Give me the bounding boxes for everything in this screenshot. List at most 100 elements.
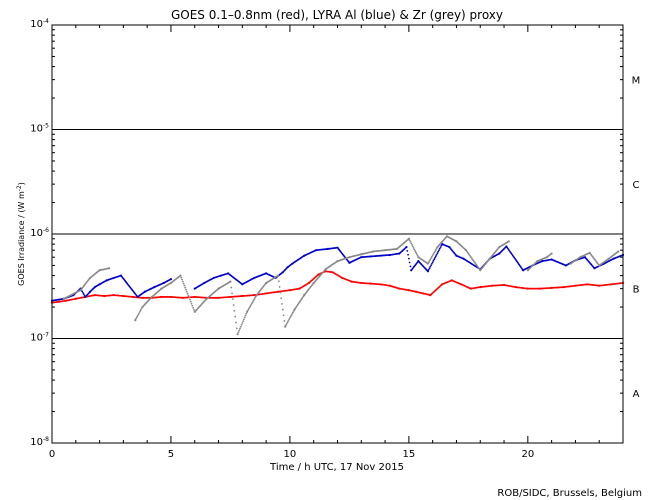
data-point-fill	[252, 299, 255, 302]
data-point	[426, 270, 430, 273]
data-point	[134, 318, 137, 322]
data-point-fill	[184, 286, 187, 289]
data-point-fill	[242, 320, 245, 323]
data-point-fill	[233, 309, 236, 312]
data-point-fill	[438, 249, 440, 252]
data-point-fill	[238, 329, 241, 332]
data-point-fill	[427, 268, 430, 271]
data-point-fill	[285, 322, 288, 325]
data-point-fill	[251, 301, 254, 303]
data-point-fill	[432, 253, 435, 255]
data-point-fill	[253, 298, 256, 301]
y-axis-ticks: 10-8 10-7 10-6 10-5 10-4	[30, 18, 623, 448]
data-point-fill	[288, 318, 291, 321]
data-point-fill	[432, 259, 435, 262]
data-point-fill	[290, 314, 293, 317]
data-point	[169, 278, 173, 281]
data-point	[284, 325, 287, 328]
data-point-fill	[182, 282, 185, 285]
data-point	[405, 245, 408, 249]
x-tick-label: 20	[521, 449, 534, 460]
data-point-fill	[277, 280, 280, 283]
data-point-fill	[416, 254, 419, 257]
data-point-fill	[231, 298, 234, 301]
data-point-fill	[434, 256, 436, 259]
data-point-fill	[185, 288, 187, 291]
data-point-fill	[250, 303, 252, 306]
data-point-fill	[429, 265, 432, 268]
data-point-fill	[137, 313, 140, 316]
data-point-fill	[407, 257, 410, 260]
data-series	[50, 235, 625, 336]
y-tick-label: 10-5	[30, 123, 49, 135]
data-point-fill	[285, 324, 287, 327]
data-point-fill	[408, 239, 411, 242]
data-point-fill	[231, 292, 233, 295]
data-point-fill	[281, 308, 284, 311]
data-point-fill	[250, 302, 253, 305]
data-point-fill	[246, 309, 249, 312]
data-point-fill	[82, 291, 84, 294]
flare-class-labels: A B C M	[632, 76, 641, 401]
data-point-fill	[428, 260, 431, 262]
y-axis-label-close: )	[17, 182, 26, 185]
data-point-fill	[440, 244, 443, 247]
data-point-fill	[180, 276, 183, 279]
data-point-fill	[431, 261, 434, 264]
data-point-fill	[430, 262, 433, 265]
data-point	[236, 333, 239, 336]
y-tick-label: 10-4	[30, 18, 49, 30]
class-label-b: B	[633, 285, 640, 296]
data-point-fill	[183, 284, 186, 287]
data-point-fill	[433, 258, 436, 261]
data-point-fill	[249, 305, 252, 308]
series-2	[62, 235, 620, 336]
data-point	[108, 267, 111, 270]
data-point-fill	[232, 304, 235, 306]
data-point-fill	[189, 298, 191, 301]
class-label-m: M	[632, 76, 641, 87]
data-point-fill	[413, 248, 416, 251]
data-point-fill	[412, 247, 415, 249]
data-point-fill	[408, 261, 411, 264]
data-point-fill	[407, 253, 409, 256]
data-point-fill	[283, 320, 286, 322]
x-tick-label: 15	[403, 449, 416, 460]
data-point-fill	[187, 294, 190, 297]
data-point-fill	[291, 312, 294, 315]
data-point	[179, 274, 182, 277]
series-1	[50, 243, 625, 302]
data-point-fill	[138, 311, 141, 314]
y-axis-label: GOES Irradiance / (W m-2)	[16, 182, 26, 286]
data-point-fill	[411, 245, 414, 248]
data-point-fill	[289, 315, 292, 318]
data-point-fill	[409, 265, 412, 268]
y-tick-label: 10-6	[30, 227, 49, 239]
data-point-fill	[435, 253, 438, 256]
data-point-fill	[235, 327, 238, 330]
x-axis-label: Time / h UTC, 17 Nov 2015	[269, 462, 404, 473]
data-point-fill	[409, 240, 412, 243]
flare-class-lines	[52, 129, 623, 339]
x-tick-label: 5	[168, 449, 174, 460]
data-point	[550, 252, 553, 255]
data-point-fill	[234, 315, 237, 318]
data-point-fill	[193, 308, 195, 311]
data-point-fill	[282, 314, 285, 317]
data-point-fill	[254, 297, 256, 299]
data-point-fill	[429, 258, 432, 261]
y-tick-label: 10-7	[30, 332, 49, 344]
data-point-fill	[190, 302, 193, 305]
data-point-fill	[139, 310, 141, 313]
data-point-fill	[434, 248, 437, 251]
data-point-fill	[286, 321, 289, 324]
data-point-fill	[82, 293, 85, 296]
data-point-fill	[185, 290, 188, 293]
data-point-fill	[135, 317, 137, 320]
data-point-fill	[240, 323, 243, 326]
data-point	[407, 237, 410, 240]
data-point-fill	[237, 331, 240, 334]
data-point-fill	[230, 286, 233, 289]
data-point-fill	[415, 253, 418, 256]
